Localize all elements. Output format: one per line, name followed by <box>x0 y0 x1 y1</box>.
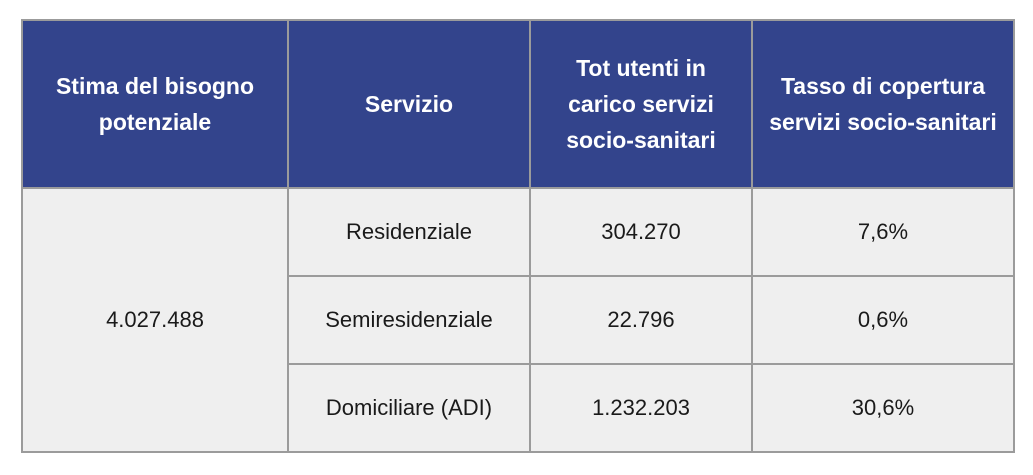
servizio-cell: Semiresidenziale <box>287 275 531 365</box>
servizio-cell: Residenziale <box>287 187 531 277</box>
tot-utenti-cell: 304.270 <box>529 187 753 277</box>
stima-value-cell: 4.027.488 <box>21 187 289 453</box>
table-row: Domiciliare (ADI) 1.232.203 30,6% <box>22 363 1015 453</box>
header-servizio: Servizio <box>287 19 531 189</box>
header-row: Stima del bisogno potenziale Servizio To… <box>21 19 1015 189</box>
tasso-cell: 0,6% <box>751 275 1015 365</box>
servizio-cell: Domiciliare (ADI) <box>287 363 531 453</box>
tot-utenti-cell: 1.232.203 <box>529 363 753 453</box>
header-tot-utenti: Tot utenti in carico servizi socio-sanit… <box>529 19 753 189</box>
tasso-cell: 7,6% <box>751 187 1015 277</box>
table-row: 4.027.488 Residenziale 304.270 7,6% <box>21 187 1015 453</box>
tasso-cell: 30,6% <box>751 363 1015 453</box>
header-stima: Stima del bisogno potenziale <box>21 19 289 189</box>
tot-utenti-cell: 22.796 <box>529 275 753 365</box>
data-table-container: Stima del bisogno potenziale Servizio To… <box>21 19 1015 453</box>
header-tasso: Tasso di copertura servizi socio-sanitar… <box>751 19 1015 189</box>
coverage-table: Stima del bisogno potenziale Servizio To… <box>21 19 1015 453</box>
table-row: Semiresidenziale 22.796 0,6% <box>22 275 1015 365</box>
